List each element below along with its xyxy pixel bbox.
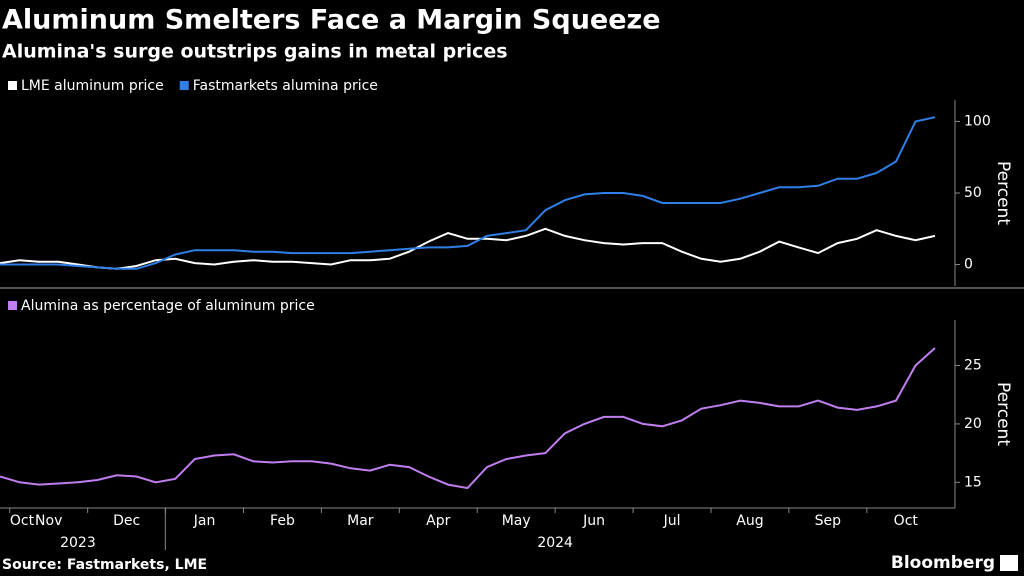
legend-swatch [8, 81, 17, 90]
chart-title: Aluminum Smelters Face a Margin Squeeze [2, 5, 661, 36]
source: Source: Fastmarkets, LME [2, 557, 207, 573]
y-tick-label: 15 [964, 474, 982, 490]
y-tick-label: 25 [964, 358, 982, 374]
brand-icon [1000, 555, 1018, 571]
brand-logo: Bloomberg [891, 553, 995, 573]
legend-label: Fastmarkets alumina price [193, 78, 378, 94]
x-tick-label: Dec [113, 513, 140, 529]
legend-label: LME aluminum price [21, 78, 164, 94]
x-tick-label: Jul [663, 513, 681, 529]
y-axis-label: Percent [993, 161, 1013, 225]
x-tick-label: Feb [270, 513, 295, 529]
y-tick-label: 0 [964, 257, 973, 273]
year-label: 2023 [60, 535, 96, 551]
x-tick-label: Sep [815, 513, 842, 529]
legend-swatch [179, 81, 189, 90]
y-tick-label: 100 [964, 113, 991, 129]
series-line [0, 116, 936, 270]
x-tick-label: Aug [736, 513, 763, 529]
legend-swatch [8, 301, 17, 310]
x-tick-label: Mar [347, 513, 374, 529]
legend-label: Alumina as percentage of aluminum price [21, 298, 315, 314]
x-tick-label: Jun [582, 513, 605, 529]
y-axis-label: Percent [993, 382, 1013, 446]
series-line [0, 347, 936, 490]
year-label: 2024 [537, 535, 573, 551]
x-tick-label: Oct [894, 513, 919, 529]
y-tick-label: 50 [964, 185, 982, 201]
x-tick-label: Nov [35, 513, 62, 529]
y-tick-label: 20 [964, 416, 982, 432]
x-tick-label: Apr [426, 513, 450, 529]
x-tick-label: May [502, 513, 531, 529]
x-tick-label: Jan [193, 513, 216, 529]
x-tick-label: Oct [10, 513, 35, 529]
series-line [0, 227, 936, 270]
chart-subtitle: Alumina's surge outstrips gains in metal… [2, 41, 508, 63]
